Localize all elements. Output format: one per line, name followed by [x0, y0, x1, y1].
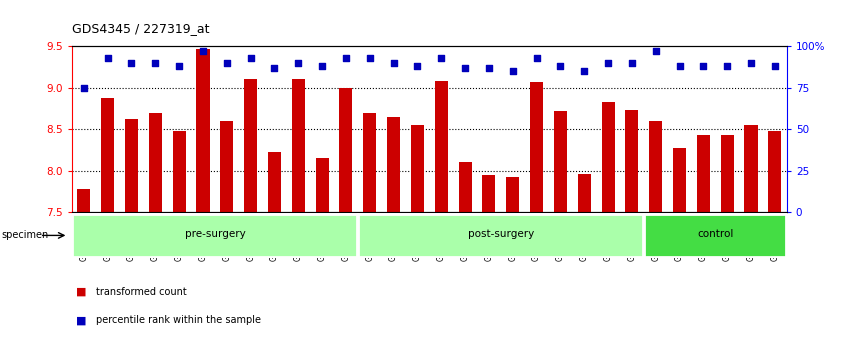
- Point: [673, 63, 686, 69]
- Bar: [292, 79, 305, 212]
- Point: [721, 63, 734, 69]
- Bar: [411, 125, 424, 212]
- Bar: [530, 82, 543, 212]
- Text: post-surgery: post-surgery: [468, 229, 534, 240]
- Bar: [149, 113, 162, 212]
- Bar: [625, 110, 639, 212]
- Text: specimen: specimen: [2, 230, 49, 240]
- Text: ■: ■: [76, 287, 86, 297]
- Point: [220, 60, 233, 65]
- Point: [602, 60, 615, 65]
- Text: GDS4345 / 227319_at: GDS4345 / 227319_at: [72, 22, 210, 35]
- Point: [244, 55, 257, 61]
- Bar: [459, 162, 471, 212]
- Point: [649, 48, 662, 54]
- Bar: [673, 148, 686, 212]
- Point: [267, 65, 281, 70]
- FancyBboxPatch shape: [73, 214, 357, 257]
- Bar: [125, 119, 138, 212]
- Point: [363, 55, 376, 61]
- Point: [506, 68, 519, 74]
- Point: [77, 85, 91, 91]
- Point: [459, 65, 472, 70]
- Point: [435, 55, 448, 61]
- Point: [553, 63, 567, 69]
- Bar: [602, 102, 614, 212]
- Bar: [578, 174, 591, 212]
- Text: ■: ■: [76, 315, 86, 325]
- Point: [173, 63, 186, 69]
- Point: [578, 68, 591, 74]
- Text: transformed count: transformed count: [96, 287, 186, 297]
- Bar: [196, 48, 210, 212]
- Bar: [268, 152, 281, 212]
- Point: [124, 60, 138, 65]
- Bar: [721, 135, 733, 212]
- Bar: [316, 158, 328, 212]
- Bar: [339, 87, 353, 212]
- Point: [744, 60, 758, 65]
- Bar: [649, 121, 662, 212]
- Point: [292, 60, 305, 65]
- Bar: [697, 135, 710, 212]
- Point: [768, 63, 782, 69]
- Point: [625, 60, 639, 65]
- Bar: [387, 117, 400, 212]
- Point: [196, 48, 210, 54]
- Point: [482, 65, 496, 70]
- Text: percentile rank within the sample: percentile rank within the sample: [96, 315, 261, 325]
- Bar: [102, 98, 114, 212]
- Point: [387, 60, 400, 65]
- Bar: [482, 175, 496, 212]
- Bar: [244, 79, 257, 212]
- FancyBboxPatch shape: [645, 214, 786, 257]
- Bar: [744, 125, 757, 212]
- Bar: [220, 121, 233, 212]
- Bar: [363, 113, 376, 212]
- Bar: [554, 111, 567, 212]
- Text: control: control: [697, 229, 733, 240]
- Point: [101, 55, 114, 61]
- FancyBboxPatch shape: [359, 214, 643, 257]
- Bar: [435, 81, 448, 212]
- Bar: [77, 189, 91, 212]
- Point: [410, 63, 424, 69]
- Text: pre-surgery: pre-surgery: [184, 229, 245, 240]
- Point: [149, 60, 162, 65]
- Bar: [768, 131, 782, 212]
- Bar: [173, 131, 185, 212]
- Bar: [506, 177, 519, 212]
- Point: [339, 55, 353, 61]
- Point: [530, 55, 543, 61]
- Point: [696, 63, 710, 69]
- Point: [316, 63, 329, 69]
